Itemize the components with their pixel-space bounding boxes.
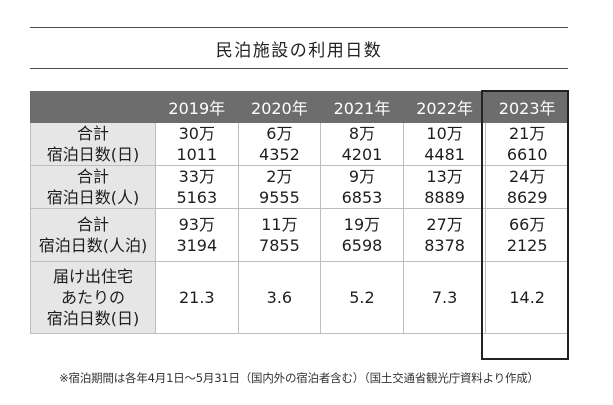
table-cell: 8万 4201 [320,122,404,166]
cell-line: 93万 [178,215,215,234]
table-cell: 27万 8378 [402,208,487,262]
table-row: 合計 宿泊日数(日) 30万 1011 6万 4352 8万 4201 10万 4481… [30,122,569,166]
cell-line: 6598 [341,236,383,255]
row-label-line: 宿泊日数(人泊) [38,236,148,255]
cell-line: 7.3 [431,288,458,307]
table-cell: 93万 3194 [155,208,239,262]
year-header: 2019年 [155,91,239,123]
cell-line: 8889 [424,188,465,207]
table-cell: 33万 5163 [155,165,239,209]
cell-line: 9555 [259,188,300,207]
cell-line: 10万 [426,124,463,143]
table-cell: 66万 2125 [485,208,569,262]
cell-line: 8378 [424,236,465,255]
table-cell: 13万 8889 [402,165,487,209]
cell-line: 13万 [426,167,463,186]
cell-line: 27万 [426,215,463,234]
cell-line: 11万 [261,215,298,234]
cell-line: 9万 [348,167,376,186]
table-cell: 19万 6598 [320,208,404,262]
table-cell: 10万 4481 [402,122,487,166]
table-row: 合計 宿泊日数(人泊) 93万 3194 11万 7855 19万 6598 27万 8… [30,208,569,262]
cell-line: 21万 [508,124,546,143]
table-cell: 7.3 [402,261,487,334]
row-label: 合計 宿泊日数(人泊) [30,208,156,262]
table-cell: 6万 4352 [237,122,322,166]
cell-line: 33万 [178,167,215,186]
cell-line: 8629 [506,188,548,207]
cell-line: 14.2 [509,288,545,307]
title-top-rule [30,27,568,28]
cell-line: 19万 [343,215,381,234]
cell-line: 1011 [176,145,218,164]
cell-line: 6853 [341,188,383,207]
row-label-line: 合計 [76,167,109,186]
row-label: 合計 宿泊日数(日) [30,122,156,166]
stats-table: 2019年 2020年 2021年 2022年 2023年 合計 宿泊日数(日)… [30,91,569,334]
table-header-row: 2019年 2020年 2021年 2022年 2023年 [30,91,569,123]
cell-line: 21.3 [178,288,215,307]
title-bottom-rule [30,68,568,69]
table-cell: 14.2 [485,261,569,334]
footnote: ※宿泊期間は各年4月1日～5月31日（国内外の宿泊者含む）（国土交通省観光庁資料… [59,371,539,385]
row-label-line: 宿泊日数(人) [46,188,140,207]
row-label-line: 届け出住宅 [52,267,133,286]
table-cell: 21万 6610 [485,122,569,166]
row-label: 合計 宿泊日数(人) [30,165,156,209]
table-cell: 2万 9555 [237,165,322,209]
row-label-line: あたりの [60,288,125,307]
table-cell: 5.2 [320,261,404,334]
row-label-line: 宿泊日数(日) [46,145,140,164]
cell-line: 3.6 [266,288,293,307]
cell-line: 3194 [176,236,218,255]
table-row: 合計 宿泊日数(人) 33万 5163 2万 9555 9万 6853 13万 8889… [30,165,569,209]
cell-line: 4481 [424,145,465,164]
cell-line: 30万 [178,124,215,143]
cell-line: 7855 [259,236,300,255]
row-label: 届け出住宅 あたりの 宿泊日数(日) [30,261,156,334]
cell-line: 4201 [341,145,383,164]
cell-line: 6万 [266,124,293,143]
cell-line: 4352 [259,145,300,164]
cell-line: 66万 [508,215,546,234]
cell-line: 5163 [176,188,218,207]
table-corner-cell [30,91,156,123]
table-cell: 24万 8629 [485,165,569,209]
page-title: 民泊施設の利用日数 [215,40,383,61]
year-header: 2020年 [237,91,322,123]
table-cell: 3.6 [237,261,322,334]
cell-line: 24万 [508,167,546,186]
table-cell: 9万 6853 [320,165,404,209]
cell-line: 6610 [506,145,548,164]
cell-line: 8万 [348,124,376,143]
cell-line: 2125 [506,236,548,255]
year-header: 2021年 [320,91,404,123]
year-header-highlighted: 2023年 [485,91,569,123]
row-label-line: 合計 [76,215,109,234]
table-row: 届け出住宅 あたりの 宿泊日数(日) 21.3 3.6 5.2 7.3 14.2 [30,261,569,334]
cell-line: 2万 [266,167,293,186]
row-label-line: 宿泊日数(日) [46,309,140,328]
table-cell: 30万 1011 [155,122,239,166]
cell-line: 5.2 [349,288,375,307]
table-cell: 21.3 [155,261,239,334]
year-header: 2022年 [402,91,487,123]
table-cell: 11万 7855 [237,208,322,262]
row-label-line: 合計 [76,124,109,143]
